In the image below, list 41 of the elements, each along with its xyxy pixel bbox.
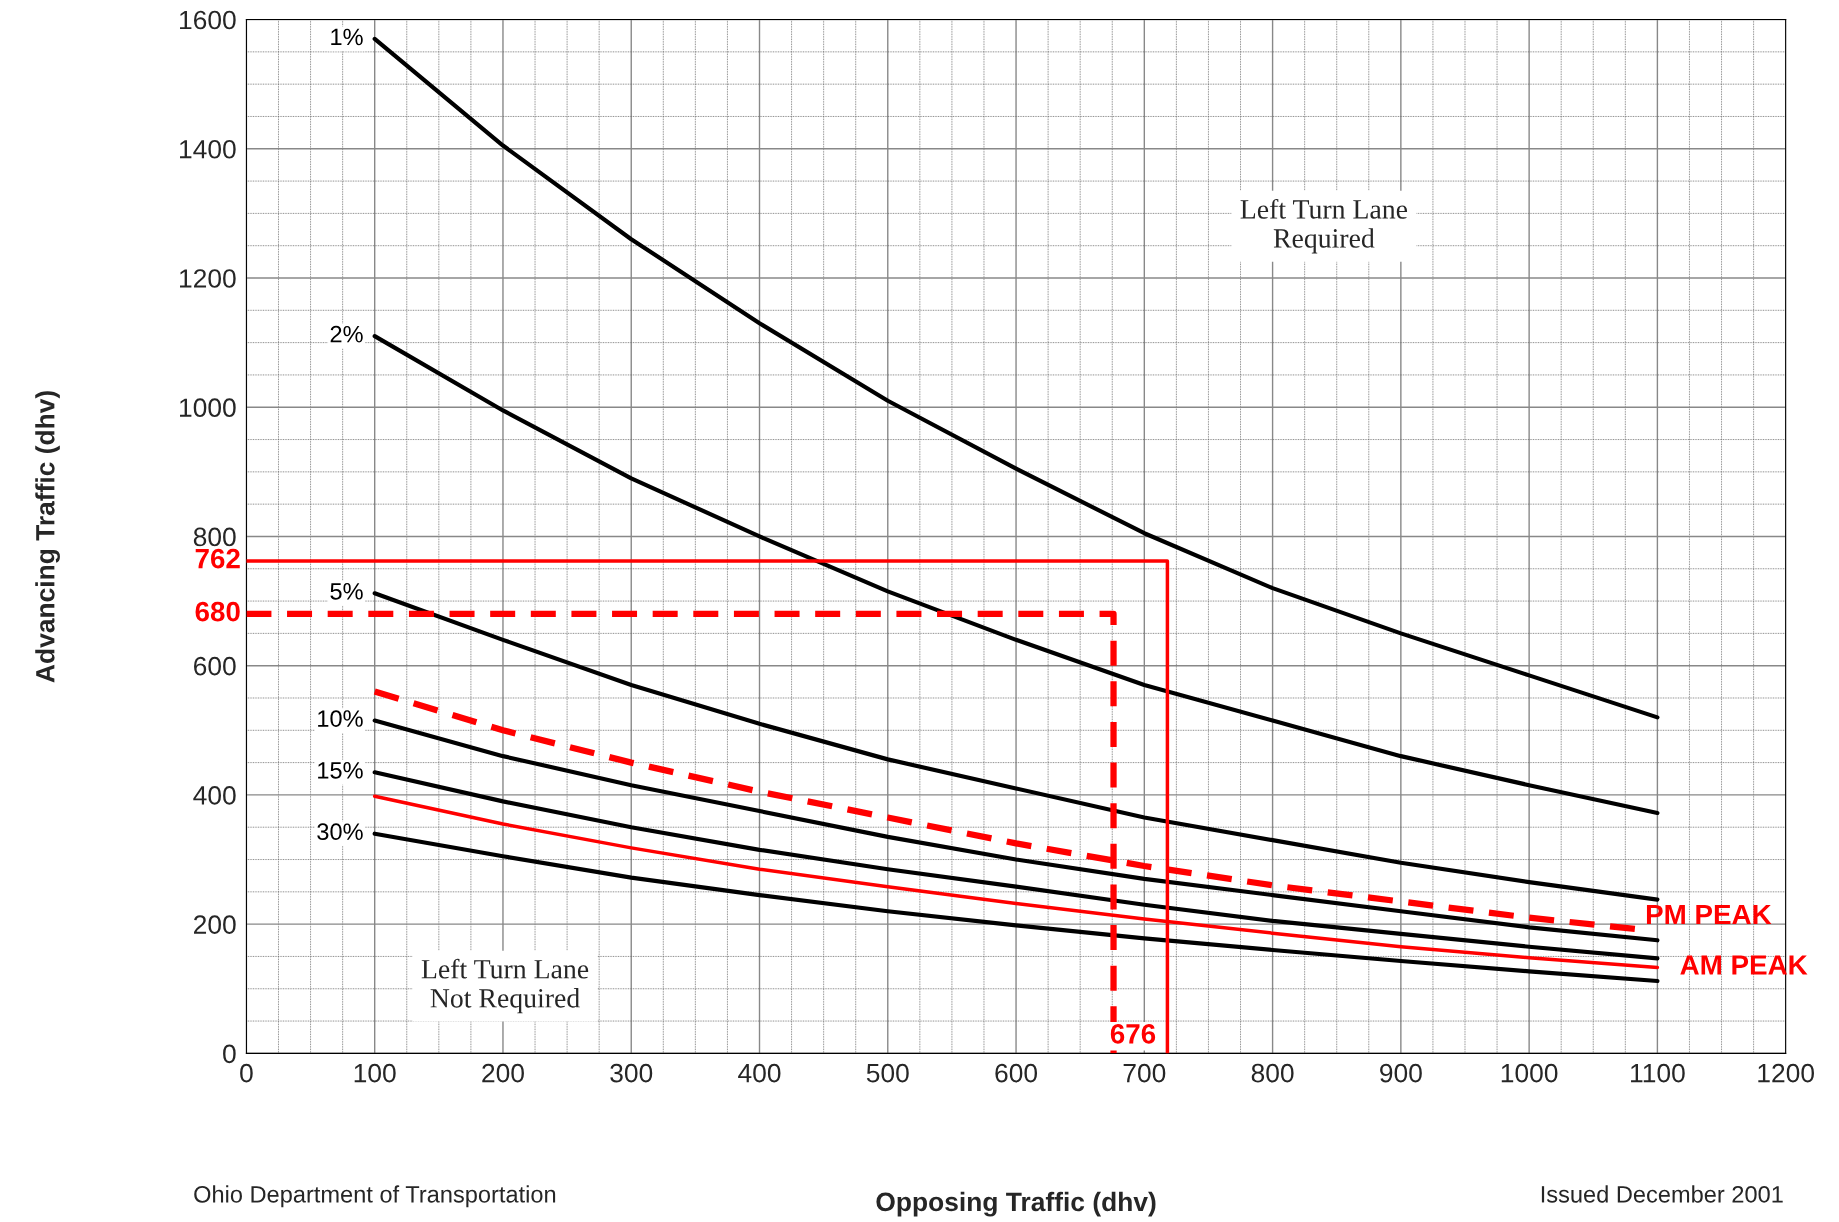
x-tick-label: 100 (354, 1063, 396, 1083)
x-tick-label: 300 (610, 1063, 653, 1083)
annotation: Left Turn Lane Not Required (421, 958, 589, 1014)
x-tick-label: 400 (738, 1063, 781, 1083)
annotation: 676 (1110, 1024, 1156, 1044)
y-tick-label: 1600 (180, 10, 236, 30)
y-tick-label: 600 (194, 656, 236, 676)
text: Ohio Department of Transportation (194, 1185, 556, 1208)
series-label: 15% (318, 762, 363, 779)
x-tick-label: 700 (1123, 1063, 1166, 1083)
series-label: 5% (330, 583, 363, 600)
y-tick-label: 1400 (180, 139, 236, 159)
x-tick-label: 200 (482, 1063, 524, 1083)
y-tick-label: 1000 (180, 398, 236, 418)
x-tick-label: 1000 (1501, 1063, 1558, 1083)
x-tick-label: 800 (1251, 1063, 1294, 1083)
y-tick-label: 1200 (180, 269, 236, 288)
text: 762 (195, 548, 240, 569)
x-tick-label: 600 (995, 1063, 1038, 1083)
x-axis-title: Opposing Traffic (dhv) (876, 1191, 1156, 1217)
x-tick-label: 0 (240, 1063, 253, 1083)
line-series (372, 591, 1660, 902)
x-tick-label: 1200 (1758, 1063, 1814, 1083)
series-label: 1% (331, 28, 363, 46)
line-series (372, 334, 1660, 816)
y-tick-label: 800 (193, 527, 236, 547)
annotation: Left Turn Lane Required (1240, 198, 1408, 254)
x-tick-label: 1100 (1631, 1063, 1685, 1083)
series-label: 10% (318, 710, 363, 727)
line-series (372, 36, 1660, 720)
x-tick-label: 900 (1380, 1063, 1422, 1083)
x-tick-label: 500 (866, 1063, 909, 1083)
y-tick-label: 0 (223, 1044, 236, 1064)
y-tick-label: 200 (194, 915, 236, 934)
series-label: PM PEAK (1646, 904, 1772, 924)
y-axis-title: Advancing Traffic (dhv) (35, 391, 60, 683)
series-label: 30% (317, 823, 363, 841)
series-label: 2% (330, 325, 363, 343)
text: Issued December 2001 (1541, 1185, 1783, 1203)
text: 680 (195, 601, 240, 622)
y-tick-label: 400 (193, 786, 236, 805)
